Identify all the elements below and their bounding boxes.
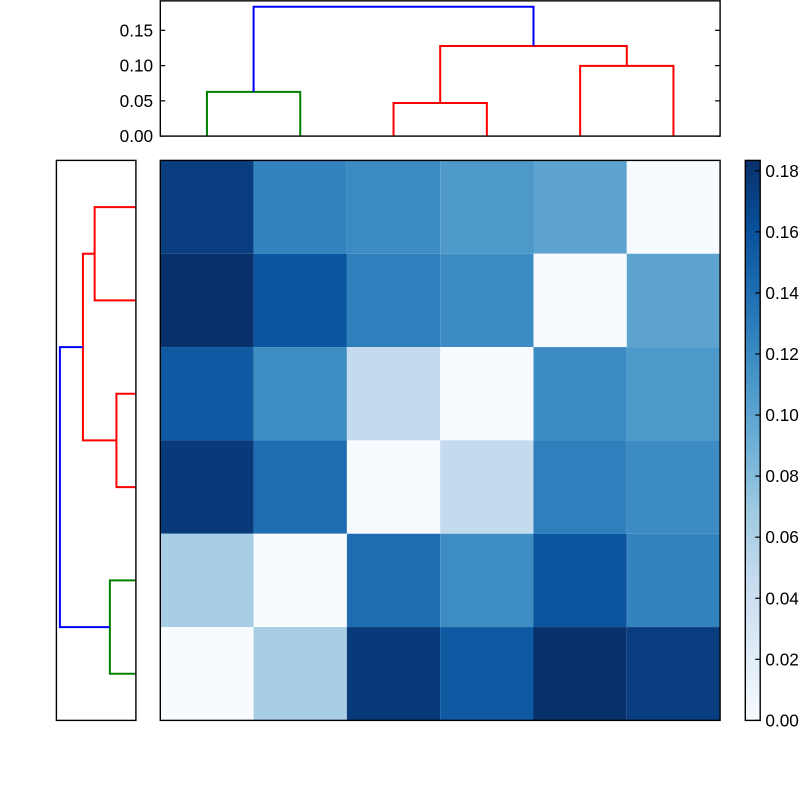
svg-text:0.14: 0.14 <box>765 283 799 303</box>
svg-text:0.12: 0.12 <box>765 344 798 364</box>
svg-text:0.08: 0.08 <box>765 466 798 486</box>
svg-text:0.10: 0.10 <box>120 56 153 76</box>
svg-text:0.02: 0.02 <box>765 649 798 669</box>
svg-text:0.10: 0.10 <box>765 405 798 425</box>
svg-text:0.00: 0.00 <box>765 710 798 730</box>
svg-text:0.00: 0.00 <box>120 126 153 146</box>
svg-text:0.06: 0.06 <box>765 527 798 547</box>
svg-text:0.04: 0.04 <box>765 588 799 608</box>
svg-text:0.16: 0.16 <box>765 222 798 242</box>
svg-text:0.18: 0.18 <box>765 161 798 181</box>
svg-text:0.15: 0.15 <box>120 20 153 40</box>
svg-text:0.05: 0.05 <box>120 91 153 111</box>
